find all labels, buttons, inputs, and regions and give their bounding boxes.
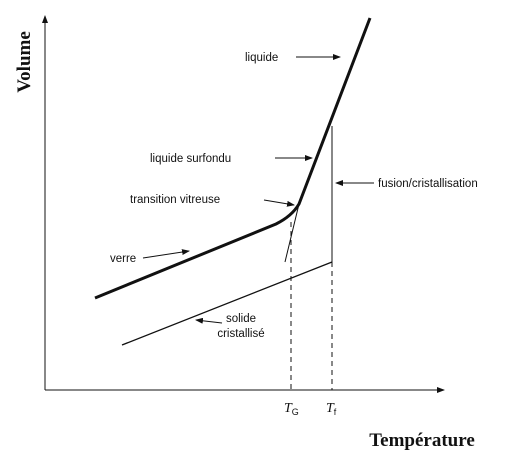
label-transition: transition vitreuse (130, 194, 220, 206)
tick-tg: TG (284, 401, 299, 417)
arrow (263, 199, 295, 207)
arrow (142, 249, 190, 259)
label-solide: cristallisé (217, 328, 264, 340)
tick-subscript: G (292, 407, 299, 417)
glass-curve (94, 17, 372, 300)
y-axis-label: Volume (14, 31, 35, 93)
label-liquide: liquide (245, 52, 278, 64)
label-surfondu: liquide surfondu (150, 153, 231, 165)
tick-symbol: T (326, 401, 335, 416)
tick-symbol: T (284, 401, 293, 416)
supercooled-extension (284, 203, 300, 263)
label-fusion: fusion/cristallisation (378, 178, 478, 190)
arrow (195, 317, 223, 324)
x-axis-label: Température (369, 430, 475, 451)
tick-subscript: f (334, 407, 337, 417)
tick-tf: Tf (326, 401, 337, 417)
label-verre: verre (110, 253, 136, 265)
label-solide: solide (226, 313, 256, 325)
crystal-line (121, 261, 333, 346)
